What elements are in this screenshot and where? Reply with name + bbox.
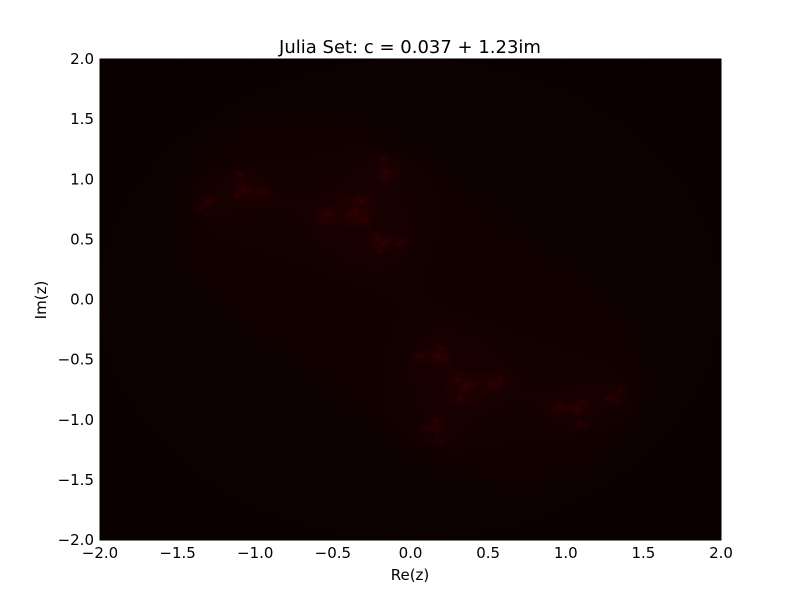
y-tick-label: 0.0 [70,291,94,309]
julia-set-heatmap [100,59,721,540]
y-tick-label: 1.5 [70,110,94,128]
x-tick-label: 1.5 [631,544,655,562]
y-tick-label: 2.0 [70,50,94,68]
y-tick-label: −2.0 [58,531,94,549]
x-axis: −2.0 −1.5 −1.0 −0.5 0.0 0.5 1.0 1.5 2.0 [82,59,733,562]
x-tick-label: −2.0 [82,544,118,562]
y-axis-label: Im(z) [32,281,50,320]
y-tick-label: −0.5 [58,351,94,369]
x-tick-label: 0.0 [399,544,423,562]
x-tick-label: −0.5 [315,544,351,562]
x-tick-label: 2.0 [709,544,733,562]
x-tick-label: 0.5 [476,544,500,562]
x-tick-label: −1.0 [237,544,273,562]
y-tick-label: −1.5 [58,471,94,489]
plot-area [100,59,721,540]
x-axis-label: Re(z) [391,566,430,584]
y-axis: −2.0 −1.5 −1.0 −0.5 0.0 0.5 1.0 1.5 2.0 [58,50,721,549]
chart-title: Julia Set: c = 0.037 + 1.23im [278,37,541,58]
x-tick-label: 1.0 [554,544,578,562]
y-tick-label: −1.0 [58,411,94,429]
y-tick-label: 1.0 [70,170,94,188]
x-tick-label: −1.5 [159,544,195,562]
y-tick-label: 0.5 [70,230,94,248]
